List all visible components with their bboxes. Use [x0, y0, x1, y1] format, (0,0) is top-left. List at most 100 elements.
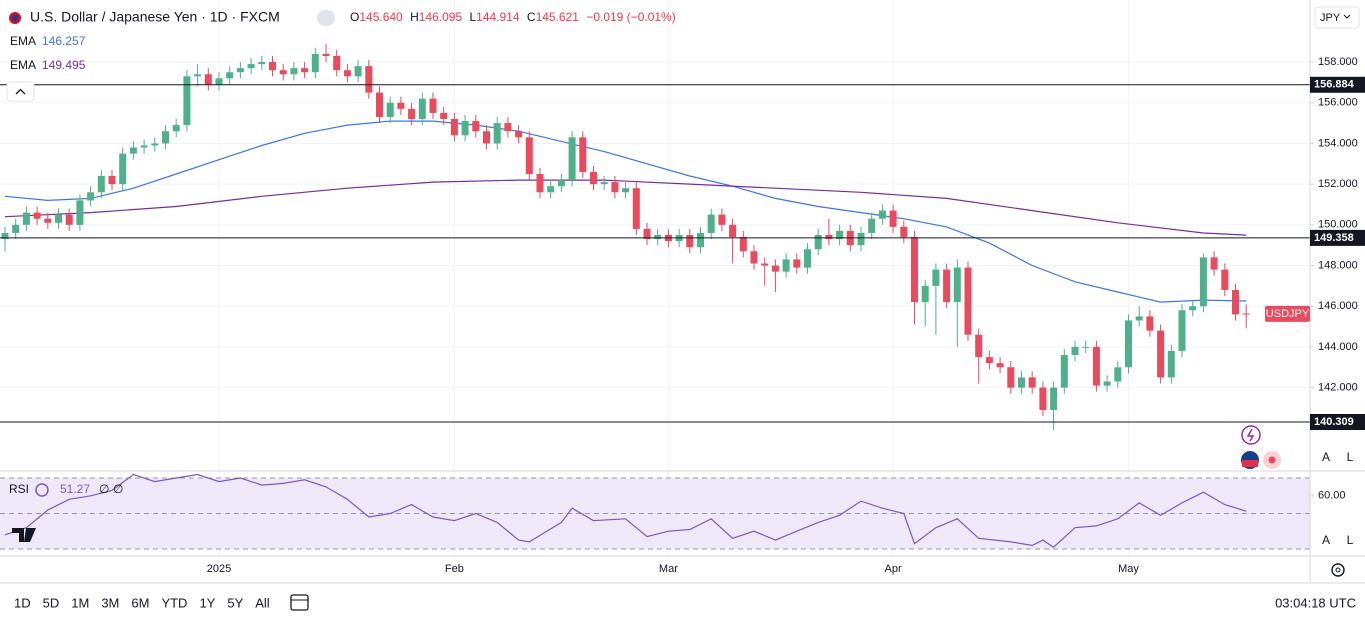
- candle-body: [996, 363, 1004, 368]
- ema-name: EMA: [10, 58, 36, 72]
- candle-body: [718, 214, 726, 225]
- auto-scale-button[interactable]: [1316, 448, 1336, 468]
- candle-body: [1007, 367, 1015, 388]
- candle-body: [1071, 346, 1079, 356]
- rsi-flag: ∅: [113, 482, 123, 496]
- candle-body: [55, 214, 62, 223]
- rsi-settings-icon[interactable]: [35, 483, 49, 497]
- symbol-title: U.S. Dollar / Japanese Yen · 1D · FXCM: [30, 9, 280, 25]
- candle-body: [87, 192, 95, 201]
- range-button[interactable]: 3M: [101, 595, 119, 610]
- candle-body: [1157, 330, 1165, 378]
- candle-body: [1082, 346, 1090, 348]
- candle-body: [429, 98, 437, 113]
- range-button[interactable]: 1D: [14, 595, 31, 610]
- candle-body: [654, 235, 662, 240]
- collapse-legend-button[interactable]: [6, 81, 35, 102]
- candle-body: [333, 55, 341, 71]
- candle-body: [311, 53, 319, 73]
- level-label: 156.884: [1314, 79, 1355, 91]
- ohlc-change: −0.019 (−0.01%): [586, 10, 675, 24]
- candle-body: [515, 131, 523, 138]
- date-range-icon[interactable]: [290, 594, 309, 611]
- candle-body: [889, 210, 897, 227]
- rsi-line: [4, 473, 1247, 548]
- candle-body: [65, 214, 73, 225]
- chevron-icon: [15, 88, 26, 95]
- settings-icon[interactable]: [1331, 563, 1345, 577]
- candle-body: [1103, 381, 1111, 386]
- tradingview-logo[interactable]: [12, 528, 36, 542]
- candle-body: [686, 235, 694, 248]
- candle-body: [1232, 289, 1239, 315]
- range-button[interactable]: 1Y: [199, 595, 215, 610]
- candle-body: [1146, 316, 1154, 331]
- candle-body: [215, 78, 223, 85]
- y-tick-label: 156.000: [1318, 97, 1358, 109]
- x-tick-label: Apr: [885, 563, 902, 575]
- ema-name: EMA: [10, 34, 36, 48]
- level-label: 149.358: [1314, 232, 1354, 244]
- candle-body: [1135, 316, 1143, 321]
- candle-body: [33, 212, 41, 219]
- candle-body: [461, 121, 469, 136]
- candle-body: [1, 232, 9, 240]
- candle-body: [108, 175, 116, 185]
- candle-body: [129, 147, 137, 154]
- candle-body: [204, 74, 212, 85]
- candle-body: [140, 145, 148, 148]
- range-button[interactable]: 5D: [43, 595, 60, 610]
- currency-button[interactable]: [1314, 6, 1360, 29]
- range-button[interactable]: 5Y: [227, 595, 243, 610]
- candle-body: [964, 267, 972, 335]
- level-tag: [1310, 76, 1365, 93]
- ema-line: [4, 179, 1247, 236]
- chevron-icon: [1343, 14, 1351, 19]
- range-button[interactable]: 6M: [131, 595, 149, 610]
- log-scale-label: L: [1347, 450, 1354, 464]
- lightning-icon[interactable]: [1241, 425, 1261, 445]
- y-tick-label: 158.000: [1318, 56, 1358, 68]
- candle-body: [750, 251, 758, 264]
- ohlc-key: H: [410, 10, 419, 24]
- candle-body: [493, 123, 501, 144]
- candle-body: [1221, 269, 1229, 290]
- candle-body: [1210, 257, 1218, 270]
- candle-body: [814, 235, 822, 250]
- level-label: 140.309: [1314, 416, 1354, 428]
- candle-body: [579, 137, 587, 172]
- clock: 03:04:18 UTC: [1275, 595, 1356, 610]
- range-button[interactable]: 1M: [71, 595, 89, 610]
- candle-body: [857, 232, 865, 246]
- candle-body: [836, 230, 844, 240]
- y-tick-label: 150.000: [1318, 219, 1358, 231]
- candle-body: [22, 212, 30, 225]
- ema-line: [4, 120, 1247, 303]
- candle-body: [771, 265, 779, 272]
- candle-body: [44, 218, 52, 223]
- candle-body: [611, 182, 619, 193]
- candle-body: [247, 64, 255, 69]
- range-button[interactable]: YTD: [161, 595, 187, 610]
- auto-scale-button[interactable]: [1316, 531, 1336, 551]
- candle-body: [557, 180, 565, 187]
- event-flag-stripes: [1242, 460, 1258, 467]
- log-scale-button[interactable]: [1340, 448, 1360, 468]
- range-button[interactable]: All: [255, 595, 270, 610]
- candle-body: [279, 70, 287, 75]
- log-scale-button[interactable]: [1340, 531, 1360, 551]
- ohlc-readout: O145.640 H146.095 L144.914 C145.621 −0.0…: [350, 10, 676, 24]
- y-tick-label: 144.000: [1318, 341, 1358, 353]
- candle-body: [236, 68, 244, 73]
- currency-label: JPY: [1320, 12, 1341, 24]
- status-pill[interactable]: [317, 10, 335, 26]
- candle-body: [119, 153, 127, 185]
- candle-body: [600, 182, 608, 185]
- candle-body: [1178, 310, 1186, 351]
- x-tick-label: Mar: [659, 563, 678, 575]
- candle-body: [1114, 367, 1122, 382]
- candle-body: [739, 237, 747, 252]
